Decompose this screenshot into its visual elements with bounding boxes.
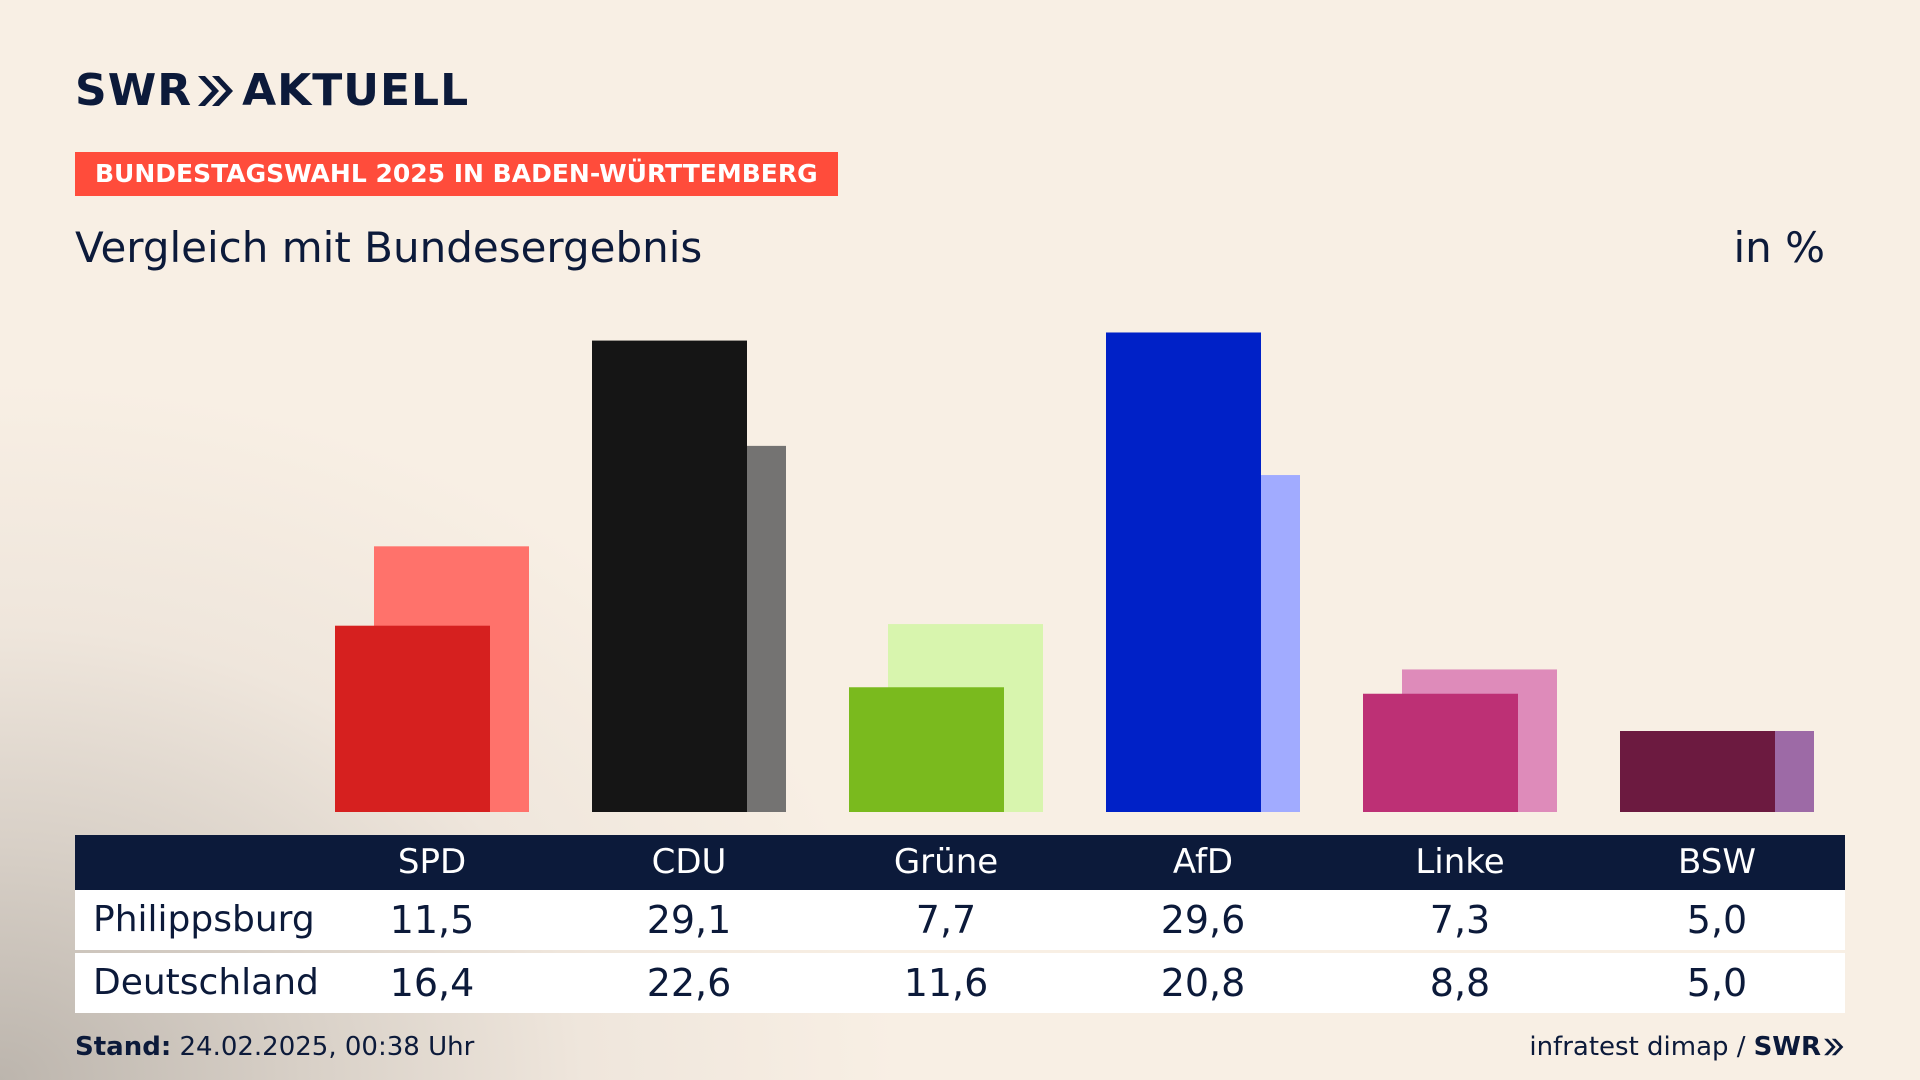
logo-swr-text: SWR — [75, 65, 193, 116]
row-label-deutschland: Deutschland — [93, 962, 319, 1003]
table-header-gruene: Grüne — [893, 842, 999, 882]
table-header-cdu: CDU — [651, 842, 727, 882]
bar-philippsburg-gruene — [849, 687, 1004, 812]
bar-chart — [335, 332, 1814, 812]
results-table: SPD CDU Grüne AfD Linke BSW Philippsburg… — [75, 835, 1845, 1013]
bar-philippsburg-afd — [1106, 332, 1261, 812]
swr-aktuell-logo: SWR AKTUELL — [75, 66, 469, 116]
cell-deutschland-linke: 8,8 — [1429, 961, 1491, 1005]
footer-chevron-icon — [1824, 1038, 1844, 1056]
cell-philippsburg-spd: 11,5 — [389, 898, 475, 942]
stand-value: 24.02.2025, 00:38 Uhr — [179, 1032, 475, 1062]
row-label-philippsburg: Philippsburg — [93, 899, 315, 940]
table-header-bsw: BSW — [1678, 842, 1756, 882]
bar-philippsburg-cdu — [592, 340, 747, 812]
table-row-deutschland: Deutschland 16,4 22,6 11,6 20,8 8,8 5,0 — [75, 953, 1845, 1013]
logo-aktuell-text: AKTUELL — [242, 65, 470, 116]
stand-label: Stand: — [75, 1032, 172, 1062]
election-ribbon: BUNDESTAGSWAHL 2025 IN BADEN-WÜRTTEMBERG — [75, 152, 838, 196]
chart-subtitle: Vergleich mit Bundesergebnis — [75, 223, 703, 272]
bar-philippsburg-bsw — [1620, 731, 1775, 812]
table-header-afd: AfD — [1172, 842, 1234, 882]
table-header-row: SPD CDU Grüne AfD Linke BSW — [75, 835, 1845, 890]
bar-philippsburg-linke — [1363, 693, 1518, 812]
cell-deutschland-cdu: 22,6 — [646, 961, 732, 1005]
bar-philippsburg-spd — [335, 625, 490, 812]
cell-philippsburg-linke: 7,3 — [1429, 898, 1491, 942]
cell-deutschland-gruene: 11,6 — [903, 961, 989, 1005]
cell-philippsburg-gruene: 7,7 — [915, 898, 977, 942]
cell-philippsburg-afd: 29,6 — [1160, 898, 1246, 942]
cell-deutschland-spd: 16,4 — [389, 961, 475, 1005]
footer-timestamp: Stand: 24.02.2025, 00:38 Uhr — [75, 1030, 474, 1064]
table-row-philippsburg: Philippsburg 11,5 29,1 7,7 29,6 7,3 5,0 — [75, 890, 1845, 950]
table-header-spd: SPD — [397, 842, 467, 882]
footer-source: infratest dimap / SWR — [1529, 1030, 1845, 1064]
unit-label: in % — [1733, 223, 1825, 272]
cell-philippsburg-cdu: 29,1 — [646, 898, 732, 942]
double-chevron-icon — [198, 76, 234, 106]
table-header-linke: Linke — [1415, 842, 1505, 882]
cell-deutschland-bsw: 5,0 — [1686, 961, 1748, 1005]
cell-philippsburg-bsw: 5,0 — [1686, 898, 1748, 942]
source-text: infratest dimap / — [1529, 1032, 1746, 1062]
footer-swr-logo: SWR — [1753, 1032, 1821, 1062]
cell-deutschland-afd: 20,8 — [1160, 961, 1246, 1005]
